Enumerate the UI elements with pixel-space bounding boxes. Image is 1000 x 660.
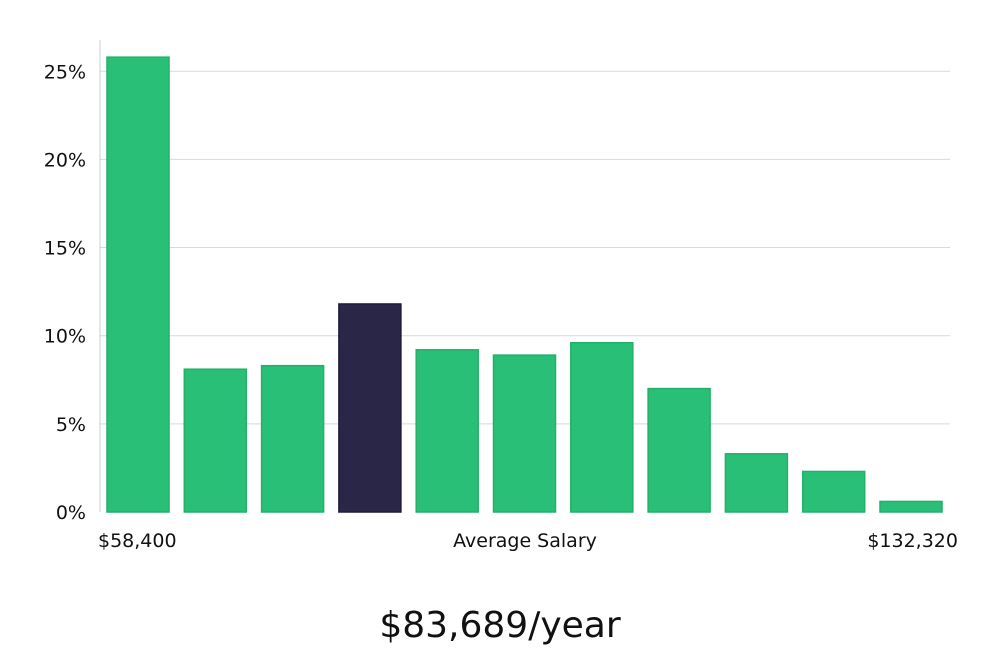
- y-tick-label: 25%: [44, 61, 86, 83]
- histogram-bar: [570, 342, 634, 513]
- histogram-bar: [879, 500, 943, 513]
- histogram-bar: [647, 387, 711, 513]
- chart-svg: 0%5%10%15%20%25% $58,400 Average Salary …: [44, 40, 958, 552]
- average-salary-summary: $83,689/year: [379, 605, 621, 646]
- histogram-bar: [801, 470, 866, 513]
- histogram-bar: [724, 453, 789, 513]
- histogram-bar: [106, 56, 170, 513]
- histogram-bar: [492, 354, 557, 513]
- y-tick-label: 10%: [44, 326, 86, 348]
- salary-histogram: 0% 5% 10% 15% 20% 25% $58,400 Average Salary …: [44, 40, 958, 552]
- histogram-bar: [415, 349, 479, 513]
- y-tick-label: 20%: [44, 149, 86, 171]
- histogram-bar-highlighted: [338, 303, 402, 513]
- y-tick-label: 5%: [56, 414, 86, 436]
- y-tick-label: 0%: [56, 502, 86, 524]
- y-tick-label: 15%: [44, 238, 86, 260]
- x-min-label: $58,400: [98, 530, 177, 552]
- gridlines: [100, 70, 950, 425]
- x-max-label: $132,320: [867, 530, 958, 552]
- x-axis-label: Average Salary: [453, 530, 597, 552]
- bars: [106, 56, 943, 513]
- histogram-bar: [260, 364, 325, 513]
- y-axis-ticks: 0% 5% 10% 15% 20% 25%: [44, 61, 86, 524]
- histogram-bar: [183, 368, 248, 513]
